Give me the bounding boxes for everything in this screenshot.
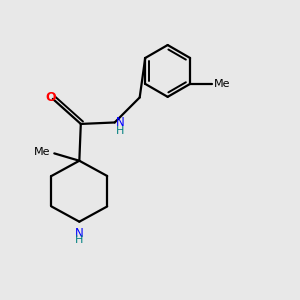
Text: H: H — [116, 126, 124, 136]
Text: Me: Me — [214, 79, 230, 89]
Text: H: H — [75, 235, 83, 245]
Text: N: N — [75, 227, 84, 240]
Text: O: O — [45, 91, 56, 103]
Text: N: N — [116, 116, 125, 129]
Text: Me: Me — [34, 147, 51, 157]
